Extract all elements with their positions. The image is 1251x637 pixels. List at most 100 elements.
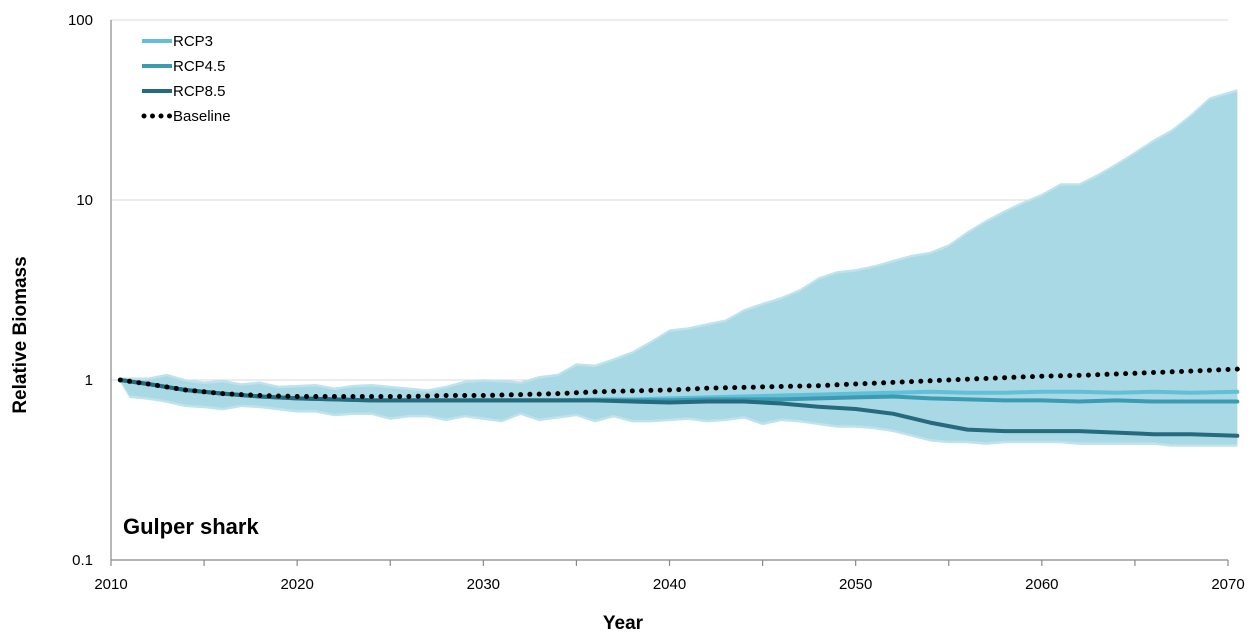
series-baseline-dot [769, 384, 775, 390]
x-tick-label: 2070 [1211, 576, 1244, 593]
series-baseline-dot [983, 376, 989, 381]
series-baseline-dot [462, 393, 468, 398]
series-baseline-dot [276, 393, 281, 399]
series-baseline-dot [294, 394, 300, 399]
series-baseline-dot [1048, 373, 1054, 379]
series-baseline-dot [210, 390, 216, 396]
series-baseline-dot [183, 387, 188, 393]
legend-swatch-baseline [167, 113, 172, 119]
series-baseline-dot [1234, 366, 1240, 372]
series-baseline-dot [946, 377, 952, 383]
series-baseline-dot [657, 387, 663, 393]
series-baseline-dot [583, 389, 589, 395]
series-baseline-dot [788, 383, 793, 389]
series-baseline-dot [117, 377, 123, 383]
series-baseline-dot [1076, 372, 1082, 378]
series-baseline-dot [369, 394, 375, 399]
series-baseline-dot [806, 383, 812, 389]
series-baseline-dot [955, 377, 961, 383]
legend-swatch-baseline [141, 113, 147, 119]
x-tick-label: 2040 [653, 576, 686, 593]
series-baseline-dot [1104, 371, 1110, 377]
series-baseline-dot [843, 381, 849, 387]
series-baseline-dot [508, 392, 514, 398]
series-baseline-dot [164, 384, 170, 390]
series-baseline-dot [927, 378, 933, 384]
legend-label-rcp4-5: RCP4.5 [173, 58, 226, 75]
series-baseline-dot [546, 391, 551, 397]
series-baseline-dot [611, 388, 617, 394]
uncertainty-band [120, 89, 1238, 447]
series-baseline-dot [257, 393, 263, 398]
series-baseline-dot [136, 380, 142, 386]
series-baseline-dot [322, 394, 328, 399]
series-baseline-dot [564, 390, 570, 396]
x-tick-label: 2010 [94, 576, 127, 593]
series-baseline-dot [741, 384, 747, 390]
legend-label-rcp3: RCP3 [173, 33, 213, 50]
legend-swatch-baseline [158, 113, 164, 119]
series-baseline-dot [601, 389, 607, 395]
series-baseline-dot [127, 378, 133, 384]
series-baseline-dot [155, 383, 160, 388]
series-baseline-dot [341, 394, 347, 399]
series-baseline-dot [1132, 370, 1138, 376]
y-tick-label: 10 [76, 192, 93, 209]
series-baseline-dot [871, 380, 877, 386]
series-baseline-dot [406, 394, 412, 399]
series-baseline-dot [443, 393, 449, 398]
series-baseline-dot [248, 392, 254, 398]
series-baseline-dot [1151, 370, 1156, 375]
series-baseline-dot [732, 385, 738, 391]
series-baseline-dot [1169, 369, 1175, 375]
series-baseline-dot [1095, 372, 1101, 378]
x-tick-label: 2030 [467, 576, 500, 593]
series-baseline-dot [899, 379, 905, 385]
series-baseline-dot [1123, 371, 1129, 377]
x-axis-title: Year [603, 613, 644, 634]
series-baseline-dot [238, 392, 244, 398]
series-baseline-dot [331, 394, 337, 399]
series-baseline-dot [1179, 369, 1184, 374]
series-baseline-dot [974, 376, 980, 382]
series-baseline-dot [648, 387, 654, 393]
series-baseline-dot [797, 383, 803, 389]
series-baseline-dot [750, 384, 756, 390]
legend-swatch-baseline [150, 113, 155, 119]
series-baseline-dot [378, 394, 384, 399]
series-baseline-dot [201, 389, 207, 395]
x-tick-label: 2060 [1025, 576, 1058, 593]
series-baseline-dot [760, 384, 766, 390]
y-axis-title: Relative Biomass [10, 256, 31, 413]
series-baseline-dot [1188, 368, 1194, 374]
series-baseline-dot [536, 391, 542, 397]
y-tick-label: 100 [68, 12, 93, 29]
series-baseline-dot [471, 393, 477, 398]
legend-label-rcp8-5: RCP8.5 [173, 83, 226, 100]
y-tick-label: 0.1 [72, 552, 93, 569]
series-baseline-dot [285, 393, 291, 399]
series-baseline-dot [936, 377, 942, 383]
series-baseline-dot [145, 381, 151, 387]
series-baseline-dot [909, 379, 914, 385]
series-baseline-dot [918, 378, 924, 384]
series-baseline-dot [359, 394, 365, 399]
series-baseline-dot [1141, 370, 1147, 376]
series-baseline-dot [992, 375, 998, 381]
series-baseline-dot [425, 393, 430, 399]
series-baseline-dot [499, 392, 505, 398]
legend: RCP3 RCP4.5 RCP8.5 Baseline [141, 33, 231, 125]
series-baseline-dot [853, 381, 859, 387]
series-baseline-dot [220, 391, 226, 397]
series-baseline-dot [890, 379, 896, 385]
series-baseline-dot [815, 383, 821, 389]
series-baseline-dot [1206, 367, 1212, 373]
axis-layer: 0.1 1 10 100 2010 2020 2030 2040 2050 2060 2070 [68, 12, 1245, 593]
series-baseline-dot [1039, 373, 1045, 379]
series-baseline-dot [313, 394, 319, 399]
series-baseline-dot [1197, 368, 1203, 374]
x-tick-label: 2050 [839, 576, 872, 593]
series-baseline-dot [862, 381, 868, 387]
y-tick-label: 1 [85, 372, 93, 389]
